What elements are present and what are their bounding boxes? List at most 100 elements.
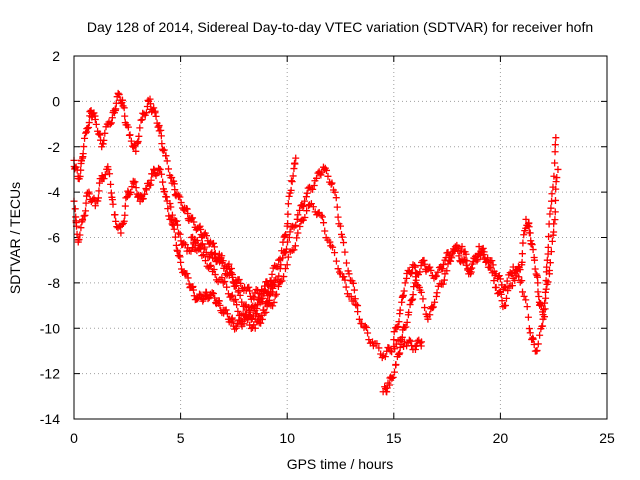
data-point xyxy=(124,123,132,131)
data-point xyxy=(419,295,427,303)
data-point xyxy=(361,322,369,330)
data-point xyxy=(292,154,300,162)
data-point xyxy=(321,227,329,235)
y-tick-label: -10 xyxy=(40,320,60,336)
x-tick-label: 25 xyxy=(599,430,615,446)
data-point xyxy=(291,242,299,250)
data-point xyxy=(337,222,344,230)
data-point xyxy=(524,313,532,321)
data-point xyxy=(331,249,339,257)
data-point xyxy=(548,237,556,245)
data-point xyxy=(354,308,362,316)
data-point xyxy=(104,165,112,173)
data-point xyxy=(522,215,530,223)
data-point xyxy=(426,311,434,319)
data-point xyxy=(390,336,398,344)
data-point xyxy=(126,131,134,139)
data-point xyxy=(227,265,235,273)
data-point xyxy=(519,239,527,247)
data-point xyxy=(411,345,419,353)
data-point xyxy=(525,223,533,231)
plot-frame xyxy=(73,55,608,420)
data-point xyxy=(200,251,208,259)
data-point xyxy=(190,286,198,294)
data-point xyxy=(433,289,441,297)
data-point xyxy=(296,222,304,230)
data-point xyxy=(293,234,301,242)
data-point xyxy=(79,150,87,158)
data-point xyxy=(541,299,549,307)
data-point xyxy=(82,129,90,137)
data-point xyxy=(432,272,440,280)
data-point xyxy=(235,276,243,284)
data-point xyxy=(84,124,92,132)
data-point xyxy=(541,288,549,296)
data-point xyxy=(281,232,289,240)
data-point xyxy=(502,302,510,310)
data-point xyxy=(270,298,278,306)
data-point xyxy=(417,288,425,296)
data-point xyxy=(405,336,413,344)
data-point xyxy=(542,294,550,302)
data-point xyxy=(439,265,447,273)
data-point xyxy=(284,210,292,218)
data-point xyxy=(136,124,144,132)
data-point xyxy=(497,290,505,298)
data-point xyxy=(268,288,276,296)
data-point xyxy=(168,220,176,228)
data-point xyxy=(375,344,383,352)
data-point xyxy=(107,119,115,127)
data-point xyxy=(77,224,85,232)
data-point xyxy=(518,277,526,285)
data-point xyxy=(496,275,504,283)
data-point xyxy=(168,211,176,219)
data-point xyxy=(221,278,229,286)
data-point xyxy=(309,185,317,193)
data-point xyxy=(273,290,281,298)
data-point xyxy=(533,346,541,354)
data-point xyxy=(479,244,487,252)
data-point xyxy=(518,258,526,266)
data-point xyxy=(100,175,108,183)
data-point xyxy=(487,264,495,272)
data-point xyxy=(534,279,542,287)
data-point xyxy=(283,245,291,253)
data-point xyxy=(412,269,420,277)
y-tick-label: -6 xyxy=(48,230,61,246)
data-point xyxy=(219,279,227,287)
data-point xyxy=(282,231,290,239)
data-point xyxy=(512,272,520,280)
data-point xyxy=(82,199,90,207)
data-point xyxy=(381,353,389,361)
data-point xyxy=(421,304,429,312)
data-point xyxy=(320,219,328,227)
data-point xyxy=(502,294,510,302)
data-point xyxy=(159,178,167,186)
data-point xyxy=(101,171,109,179)
y-axis-label: SDTVAR / TECUs xyxy=(7,182,23,294)
data-point xyxy=(189,214,197,222)
data-point xyxy=(187,247,195,255)
data-point xyxy=(106,120,114,128)
data-point xyxy=(528,241,536,249)
data-point xyxy=(161,188,169,196)
data-point xyxy=(127,188,135,196)
data-point xyxy=(335,268,343,276)
data-point xyxy=(536,331,544,339)
data-point xyxy=(552,134,560,142)
data-point xyxy=(130,179,138,187)
data-point xyxy=(208,289,216,297)
data-point xyxy=(463,257,471,265)
data-point xyxy=(326,238,334,246)
data-point xyxy=(318,213,326,221)
data-point xyxy=(303,207,311,215)
x-axis-label: GPS time / hours xyxy=(287,456,394,472)
data-point xyxy=(132,184,140,192)
data-point xyxy=(552,178,560,186)
data-point xyxy=(531,256,539,264)
data-point xyxy=(109,200,117,208)
data-point xyxy=(334,265,342,273)
data-point xyxy=(176,193,184,201)
data-point xyxy=(112,217,120,225)
